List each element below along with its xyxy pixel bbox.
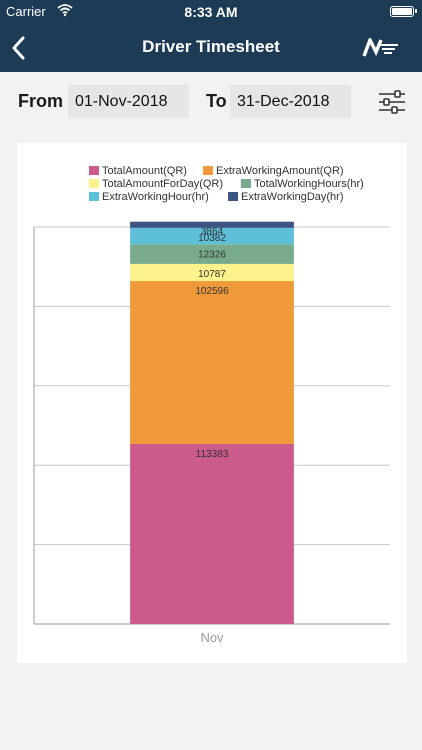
bar-segment xyxy=(130,227,294,245)
status-bar: Carrier 8:33 AM xyxy=(0,0,422,24)
chart-card: TotalAmount(QR) ExtraWorkingAmount(QR) T… xyxy=(17,143,407,663)
page-title: Driver Timesheet xyxy=(142,37,280,56)
legend-swatch xyxy=(203,166,213,175)
data-label: 10382 xyxy=(198,233,226,244)
data-label: 113383 xyxy=(196,449,229,460)
legend-label: TotalAmountForDay(QR) xyxy=(102,178,224,190)
to-label: To xyxy=(206,91,227,111)
date-filter-bar: From 01-Nov-2018 To 31-Dec-2018 xyxy=(0,72,422,132)
legend-swatch xyxy=(228,192,238,201)
bar-segment xyxy=(130,244,294,264)
legend-item: ExtraWorkingDay(hr) xyxy=(228,191,344,203)
legend-label: ExtraWorkingDay(hr) xyxy=(241,191,344,203)
bar-segment xyxy=(130,281,294,444)
sliders-icon[interactable] xyxy=(377,89,407,115)
from-date-field[interactable]: 01-Nov-2018 xyxy=(68,85,189,118)
legend-item: TotalAmountForDay(QR) xyxy=(89,178,223,190)
chevron-left-icon[interactable] xyxy=(8,34,30,62)
from-label: From xyxy=(18,91,63,111)
legend-swatch xyxy=(89,179,99,188)
legend-label: TotalAmount(QR) xyxy=(102,165,187,177)
data-label: 10787 xyxy=(198,269,226,280)
clock: 8:33 AM xyxy=(184,4,238,20)
top-bar: Carrier 8:33 AM Driver Timesheet xyxy=(0,0,422,72)
chart-legend: TotalAmount(QR) ExtraWorkingAmount(QR) T… xyxy=(17,143,407,213)
legend-item: TotalAmount(QR) xyxy=(89,165,187,177)
legend-item: TotalWorkingHours(hr) xyxy=(241,178,364,190)
legend-label: ExtraWorkingAmount(QR) xyxy=(216,165,344,177)
legend-item: ExtraWorkingHour(hr) xyxy=(89,191,209,203)
legend-label: TotalWorkingHours(hr) xyxy=(254,178,364,190)
legend-swatch xyxy=(241,179,251,188)
wifi-icon xyxy=(57,4,73,17)
x-tick-label: Nov xyxy=(200,630,224,645)
data-label: 12326 xyxy=(198,249,226,260)
bar-segment xyxy=(130,263,294,282)
brand-logo-icon xyxy=(362,38,398,57)
legend-swatch xyxy=(89,166,99,175)
bar-segment xyxy=(130,221,294,228)
battery-icon xyxy=(390,6,417,17)
data-label: 102596 xyxy=(195,286,229,297)
carrier-label: Carrier xyxy=(6,4,46,19)
bar-segment xyxy=(130,443,294,624)
data-label: 3864 xyxy=(201,227,224,238)
legend-item: ExtraWorkingAmount(QR) xyxy=(203,165,344,177)
legend-label: ExtraWorkingHour(hr) xyxy=(102,191,209,203)
to-date-field[interactable]: 31-Dec-2018 xyxy=(230,85,351,118)
legend-swatch xyxy=(89,192,99,201)
